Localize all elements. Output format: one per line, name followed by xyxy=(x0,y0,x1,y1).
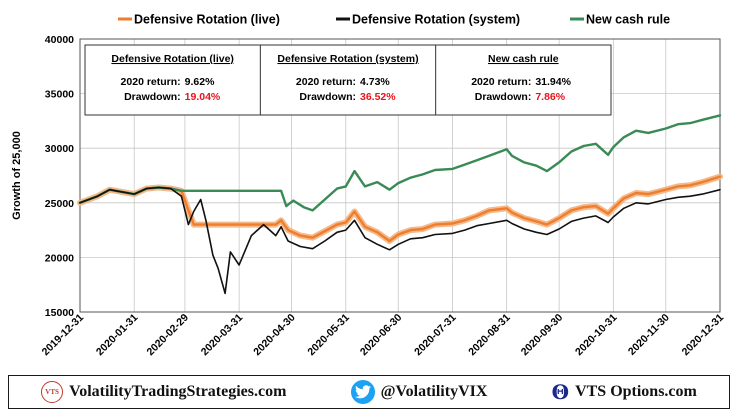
legend: Defensive Rotation (live) Defensive Rotat… xyxy=(118,13,670,27)
chart: Defensive Rotation (live) Defensive Rotat… xyxy=(11,13,727,359)
stat-drawdown-label: Drawdown: xyxy=(475,91,532,103)
stat-drawdown-label: Drawdown: xyxy=(124,91,181,103)
y-axis: 15000 20000 25000 30000 35000 40000 xyxy=(45,34,74,319)
stat-return-value: 31.94% xyxy=(535,76,571,88)
y-tick-label: 40000 xyxy=(45,34,74,46)
options-link[interactable]: VTS Options.com xyxy=(575,383,697,400)
stat-title: New cash rule xyxy=(488,53,559,65)
x-axis: 2019-12-31 2020-01-31 2020-02-29 2020-03-31… xyxy=(40,312,727,359)
stat-drawdown-label: Drawdown: xyxy=(299,91,356,103)
y-tick-label: 25000 xyxy=(45,198,74,210)
x-tick-label: 2020-06-30 xyxy=(358,312,405,359)
stat-panel xyxy=(84,44,612,116)
legend-label: Defensive Rotation (system) xyxy=(352,13,520,27)
stat-drawdown-value: 19.04% xyxy=(185,91,221,103)
stat-boxes: Defensive Rotation (live) 2020 return: 9.6… xyxy=(84,44,612,116)
stat-title: Defensive Rotation (system) xyxy=(277,53,418,65)
series-system-line xyxy=(79,186,721,295)
x-tick-label: 2020-12-31 xyxy=(680,312,727,359)
x-tick-label: 2020-08-31 xyxy=(466,312,513,359)
stat-drawdown-value: 7.86% xyxy=(535,91,565,103)
y-tick-label: 15000 xyxy=(45,307,74,319)
y-tick-label: 35000 xyxy=(45,89,74,101)
stat-return-label: 2020 return: xyxy=(296,76,356,88)
footer-banner: VTS VolatilityTradingStrategies.com @Vol… xyxy=(8,375,730,409)
twitter-handle[interactable]: @VolatilityVIX xyxy=(380,383,488,400)
x-tick-label: 2020-05-31 xyxy=(305,312,352,359)
x-tick-label: 2020-04-30 xyxy=(251,312,298,359)
footer-twitter[interactable]: @VolatilityVIX xyxy=(350,380,488,404)
stat-return-label: 2020 return: xyxy=(471,76,531,88)
x-tick-label: 2020-10-31 xyxy=(573,312,620,359)
stat-return-value: 4.73% xyxy=(360,76,390,88)
vts-logo-icon: VTS xyxy=(41,381,64,403)
series-layer xyxy=(77,114,723,295)
twitter-bird-icon xyxy=(350,380,375,404)
legend-label: Defensive Rotation (live) xyxy=(134,13,280,27)
stat-drawdown-value: 36.52% xyxy=(360,91,396,103)
x-tick-label: 2020-09-30 xyxy=(519,312,566,359)
series-live-line xyxy=(78,175,722,243)
y-axis-title: Growth of 25,000 xyxy=(11,131,23,220)
series-cash-rule-line xyxy=(78,114,722,212)
legend-label: New cash rule xyxy=(586,13,670,27)
y-tick-label: 30000 xyxy=(45,143,74,155)
x-tick-label: 2020-01-31 xyxy=(94,312,141,359)
x-tick-label: 2020-11-30 xyxy=(626,312,672,358)
site-link[interactable]: VolatilityTradingStrategies.com xyxy=(69,383,287,400)
stat-title: Defensive Rotation (live) xyxy=(111,53,234,65)
stat-return-label: 2020 return: xyxy=(121,76,181,88)
footer-site[interactable]: VTS VolatilityTradingStrategies.com xyxy=(41,381,286,403)
x-tick-label: 2020-03-31 xyxy=(199,312,246,359)
footer-options[interactable]: Θ VTS Options.com xyxy=(552,382,697,402)
stat-return-value: 9.62% xyxy=(185,76,215,88)
theta-icon: Θ xyxy=(551,380,570,404)
x-tick-label: 2020-02-29 xyxy=(145,312,192,359)
y-tick-label: 20000 xyxy=(45,252,74,264)
x-tick-label: 2020-07-31 xyxy=(412,312,459,359)
